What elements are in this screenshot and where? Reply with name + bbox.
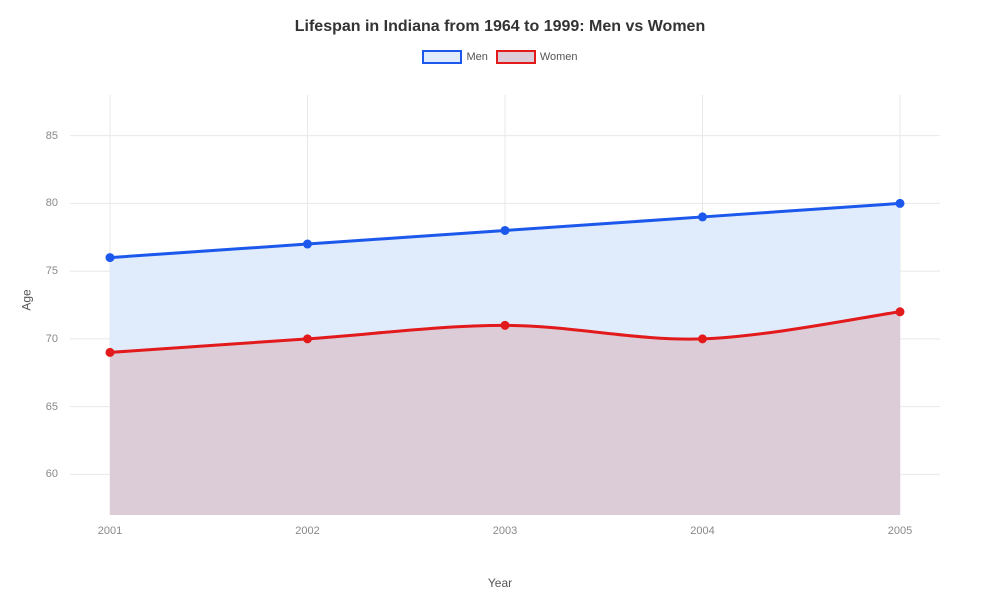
x-tick-label: 2005 [888, 525, 912, 537]
y-tick-label: 60 [46, 468, 58, 480]
legend-item-women: Women [496, 50, 578, 64]
data-point [896, 199, 904, 207]
data-point [896, 308, 904, 316]
data-point [304, 335, 312, 343]
y-axis-label: Age [20, 289, 34, 310]
data-point [501, 226, 509, 234]
x-tick-label: 2001 [98, 525, 122, 537]
y-tick-label: 85 [46, 130, 58, 142]
data-point [106, 348, 114, 356]
data-point [106, 254, 114, 262]
legend-label-men: Men [466, 51, 487, 63]
legend-swatch-women [496, 50, 536, 64]
x-tick-label: 2004 [690, 525, 714, 537]
x-tick-label: 2003 [493, 525, 517, 537]
y-tick-label: 65 [46, 401, 58, 413]
data-point [304, 240, 312, 248]
x-tick-label: 2002 [295, 525, 319, 537]
y-tick-label: 75 [46, 265, 58, 277]
chart-container: Lifespan in Indiana from 1964 to 1999: M… [0, 0, 1000, 600]
x-axis-label: Year [488, 576, 512, 590]
y-tick-label: 70 [46, 333, 58, 345]
y-tick-label: 80 [46, 197, 58, 209]
data-point [699, 335, 707, 343]
plot-svg [70, 95, 940, 515]
data-point [501, 321, 509, 329]
plot-area: 60657075808520012002200320042005 [70, 95, 940, 515]
legend-item-men: Men [422, 50, 487, 64]
data-point [699, 213, 707, 221]
chart-title: Lifespan in Indiana from 1964 to 1999: M… [0, 0, 1000, 36]
legend-swatch-men [422, 50, 462, 64]
legend-label-women: Women [540, 51, 578, 63]
legend: Men Women [0, 50, 1000, 64]
